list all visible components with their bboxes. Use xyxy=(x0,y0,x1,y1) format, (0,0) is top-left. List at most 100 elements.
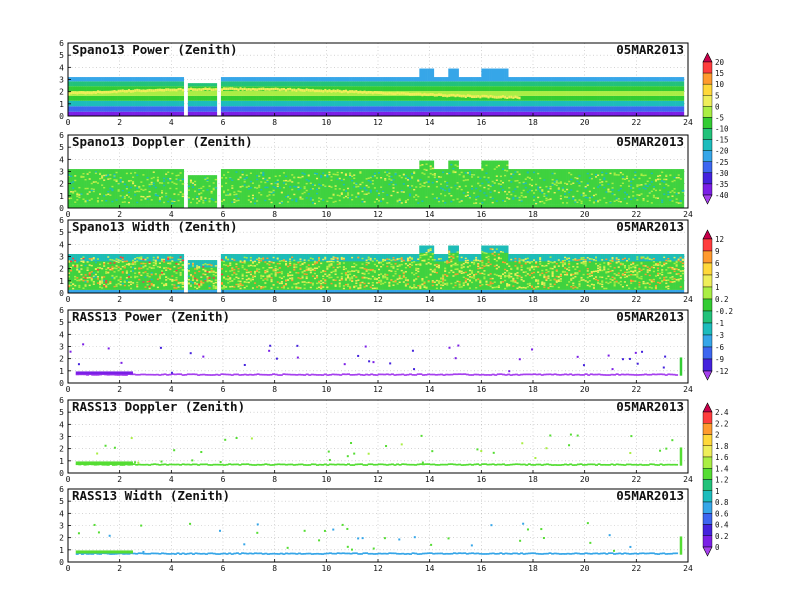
cell xyxy=(427,95,430,101)
cell xyxy=(365,100,368,107)
cell xyxy=(508,169,511,205)
cell xyxy=(512,173,515,176)
cell xyxy=(262,204,265,208)
cell xyxy=(68,95,71,101)
cell xyxy=(198,100,201,107)
cell xyxy=(440,169,443,205)
cell xyxy=(392,95,395,101)
cell xyxy=(394,81,397,87)
cell xyxy=(404,106,408,112)
cell xyxy=(541,190,544,192)
cell xyxy=(351,169,354,205)
cell xyxy=(94,268,98,270)
cell xyxy=(442,77,445,82)
cell xyxy=(336,81,340,87)
cell xyxy=(297,106,300,112)
cell xyxy=(148,254,151,290)
cell xyxy=(630,204,633,208)
cell xyxy=(512,111,515,116)
cell xyxy=(493,111,497,116)
cell xyxy=(512,77,515,82)
cell xyxy=(134,91,137,96)
cell xyxy=(564,196,567,198)
cell xyxy=(547,169,550,205)
cell xyxy=(121,91,125,96)
cell xyxy=(621,91,625,96)
cell xyxy=(233,198,236,201)
cell xyxy=(466,94,470,97)
cell xyxy=(99,254,102,290)
cell xyxy=(276,95,280,101)
cell xyxy=(334,100,337,107)
cell xyxy=(603,186,606,189)
cell xyxy=(661,201,664,203)
cell xyxy=(111,90,114,94)
cell xyxy=(671,200,674,202)
cell xyxy=(123,197,127,200)
cell xyxy=(611,111,614,116)
cell xyxy=(148,195,151,198)
cell xyxy=(442,188,445,190)
cell xyxy=(272,77,275,82)
cell xyxy=(148,95,151,101)
cell xyxy=(198,106,201,112)
cell xyxy=(94,81,98,87)
cell xyxy=(661,169,664,205)
cell xyxy=(586,81,590,87)
cell xyxy=(483,95,486,101)
y-tick-label: 5 xyxy=(59,143,64,152)
cell xyxy=(239,100,242,107)
y-tick-label: 6 xyxy=(59,131,64,140)
cell xyxy=(448,68,451,82)
cell xyxy=(198,188,201,191)
cell xyxy=(355,95,358,101)
cell xyxy=(440,81,443,87)
cell xyxy=(640,173,643,175)
cell xyxy=(338,81,342,87)
cell xyxy=(375,190,379,192)
cell xyxy=(404,175,408,177)
cell xyxy=(626,177,629,180)
cell xyxy=(94,172,98,175)
cell xyxy=(617,174,621,176)
cell xyxy=(375,177,379,179)
y-tick-label: 1 xyxy=(59,192,64,201)
cell xyxy=(646,185,650,188)
cell xyxy=(150,284,154,286)
cell xyxy=(456,95,459,101)
cell xyxy=(646,180,650,183)
cell xyxy=(640,81,643,87)
cell xyxy=(398,199,402,202)
cell xyxy=(260,194,263,196)
cell xyxy=(132,89,135,93)
cell xyxy=(202,95,205,101)
cell xyxy=(70,91,73,95)
cell xyxy=(152,169,156,205)
cell xyxy=(293,88,296,92)
cell xyxy=(359,91,362,96)
cell xyxy=(543,77,546,82)
cell xyxy=(533,91,536,96)
cell xyxy=(392,178,395,181)
cell xyxy=(140,256,143,258)
cell xyxy=(386,92,389,95)
cell xyxy=(605,180,608,183)
cell xyxy=(206,204,209,208)
cell xyxy=(130,281,133,283)
cell xyxy=(161,254,164,262)
cell xyxy=(411,176,414,178)
cell xyxy=(611,100,614,107)
cell xyxy=(681,106,685,112)
cell xyxy=(154,106,158,112)
cell xyxy=(202,190,205,192)
cell xyxy=(673,81,676,87)
cell xyxy=(322,169,325,205)
cell xyxy=(580,77,583,82)
cell xyxy=(276,91,280,96)
cell xyxy=(322,91,325,96)
cell xyxy=(278,88,282,92)
cell xyxy=(258,87,261,91)
cell xyxy=(245,204,249,208)
cell xyxy=(103,86,106,92)
cell xyxy=(214,83,218,87)
